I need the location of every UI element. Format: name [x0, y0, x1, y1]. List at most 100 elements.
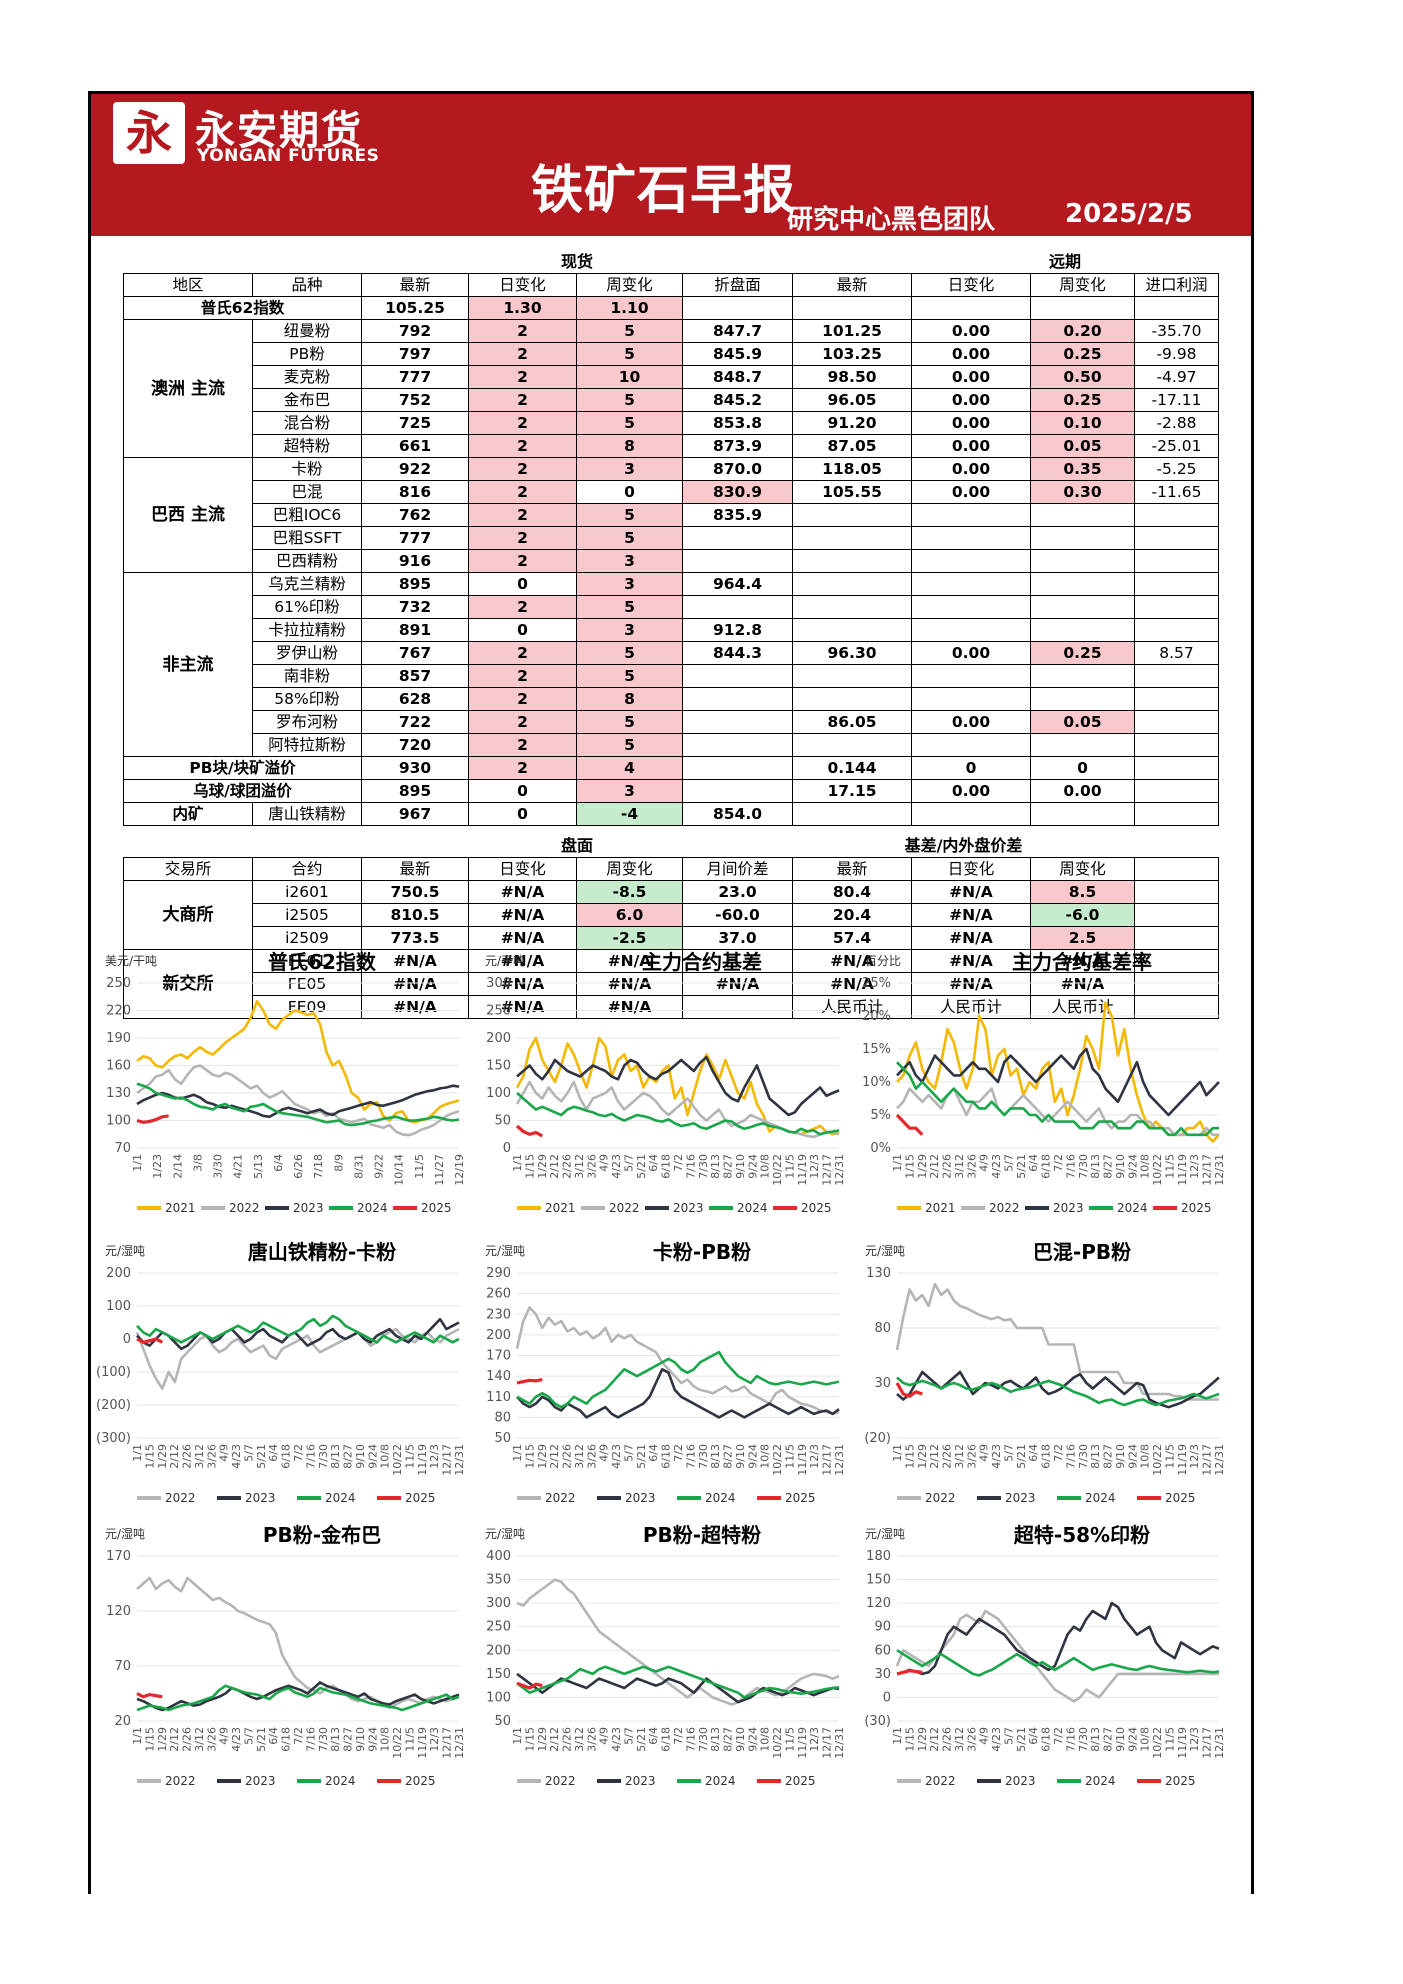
ore-name: 罗布河粉 — [252, 710, 362, 734]
x-tick-label: 12/17 — [821, 1727, 834, 1759]
x-tick-label: 10/14 — [393, 1154, 406, 1186]
ore-row: 58%印粉 628 2 8 — [124, 687, 1219, 711]
chart: PB粉-超特粉 元/湿吨 400 350 300 250 200 150 100 50 1/1 1/1… — [477, 1516, 857, 1805]
forward-week-change — [1030, 687, 1135, 711]
table-cell: 3 — [576, 779, 683, 803]
legend-label: 2022 — [925, 1491, 956, 1505]
series-line-2025 — [516, 1378, 543, 1385]
series-line-2022 — [135, 1327, 460, 1390]
table-cell: 2.5 — [1030, 926, 1135, 950]
forward-week-change: 0.20 — [1030, 319, 1135, 343]
section-title-basis: 基差/内外盘价差 — [904, 836, 1023, 855]
column-header: 周变化 — [576, 857, 683, 881]
x-tick-label: 5/21 — [255, 1727, 268, 1752]
domestic-row: 内矿 唐山铁精粉 967 0 -4 854.0 — [123, 802, 1219, 826]
spot-week-change: 5 — [576, 595, 683, 619]
x-tick-label: 1/1 — [131, 1727, 144, 1745]
ore-name: 卡拉拉精粉 — [252, 618, 362, 642]
x-tick-label: 12/31 — [453, 1444, 466, 1476]
contract-row: FE05 #N/A #N/A #N/A #N/A #N/A #N/A #N/A — [124, 972, 1219, 996]
table-cell — [792, 296, 912, 320]
x-tick-label: 2/26 — [181, 1727, 194, 1752]
forward-day-change — [911, 572, 1031, 596]
x-tick-label: 3/26 — [585, 1154, 598, 1179]
import-profit: -4.97 — [1134, 365, 1219, 389]
ore-name: 巴粗IOC6 — [252, 503, 362, 527]
x-tick-label: 1/29 — [916, 1727, 929, 1752]
table-cell — [1134, 756, 1219, 780]
legend-label: 2023 — [293, 1201, 324, 1215]
table-cell: #N/A — [576, 995, 683, 1019]
x-tick-label: 2/12 — [548, 1154, 561, 1179]
x-tick-label: 6/4 — [647, 1444, 660, 1462]
y-axis-unit: 元/湿吨 — [485, 1243, 525, 1258]
spot-latest: 857 — [361, 664, 469, 688]
legend-label: 2022 — [925, 1774, 956, 1788]
x-tick-label: 3/26 — [965, 1727, 978, 1752]
ore-row: 阿特拉斯粉 720 2 5 — [124, 733, 1219, 757]
column-header-row: 交易所 合约 最新 日变化 周变化 月间价差 最新 日变化 周变化 — [123, 857, 1219, 881]
y-axis-unit: 百分比 — [865, 954, 901, 968]
forward-latest — [792, 503, 912, 527]
fold-futures — [682, 664, 793, 688]
series-line-2021 — [515, 1036, 840, 1136]
forward-week-change: 0.35 — [1030, 457, 1135, 481]
import-profit — [1134, 733, 1219, 757]
spot-week-change: 3 — [576, 457, 683, 481]
forward-latest: 96.05 — [792, 388, 912, 412]
x-tick-label: 5/7 — [622, 1444, 635, 1462]
x-tick-label: 2/12 — [928, 1154, 941, 1179]
table-cell: 930 — [361, 756, 469, 780]
x-tick-label: 3/12 — [193, 1727, 206, 1752]
legend-label: 2021 — [165, 1201, 196, 1215]
spot-latest: 628 — [361, 687, 469, 711]
y-tick-label: 100 — [486, 1690, 511, 1705]
y-tick-label: 170 — [106, 1549, 131, 1564]
x-tick-label: 6/4 — [647, 1727, 660, 1745]
spot-day-change: 2 — [468, 342, 577, 366]
chart: 超特-58%印粉 元/湿吨 180 150 120 90 60 30 0 (30) 1/1 1/15 1… — [857, 1516, 1237, 1805]
x-tick-label: 2/12 — [548, 1444, 561, 1469]
import-profit — [1134, 549, 1219, 573]
legend-label: 2022 — [609, 1201, 640, 1215]
x-tick-label: 9/10 — [1114, 1444, 1127, 1469]
forward-latest — [792, 595, 912, 619]
ore-row: 非主流 乌克兰精粉 895 0 3 964.4 — [123, 572, 1219, 757]
x-tick-label: 9/22 — [373, 1154, 386, 1179]
spot-day-change: 2 — [468, 526, 577, 550]
series-line-2025 — [516, 1681, 543, 1690]
x-tick-label: 12/3 — [808, 1444, 821, 1469]
forward-latest — [792, 549, 912, 573]
table-cell: 0 — [468, 802, 577, 826]
spot-week-change: 5 — [576, 503, 683, 527]
x-tick-label: 11/5 — [413, 1154, 426, 1179]
x-tick-label: 4/9 — [978, 1154, 991, 1172]
forward-day-change: 0.00 — [911, 641, 1031, 665]
x-tick-label: 4/9 — [218, 1727, 231, 1745]
y-tick-label: 200 — [106, 1266, 131, 1281]
series-line-2022 — [895, 1609, 1219, 1703]
table-cell: 0 — [468, 779, 577, 803]
x-tick-label: 4/9 — [978, 1444, 991, 1462]
y-tick-label: 100 — [106, 1299, 131, 1314]
fold-futures: 912.8 — [682, 618, 793, 642]
legend-label: 2023 — [1053, 1201, 1084, 1215]
y-tick-label: (20) — [864, 1431, 891, 1446]
legend-label: 2024 — [705, 1491, 736, 1505]
x-tick-label: 5/21 — [635, 1444, 648, 1469]
column-header: 品种 — [252, 273, 362, 297]
series-line-2023 — [136, 1317, 460, 1351]
x-tick-label: 4/9 — [598, 1727, 611, 1745]
x-tick-label: 12/31 — [833, 1154, 846, 1186]
chart-title: 主力合约基差 — [642, 950, 762, 974]
fold-futures: 847.7 — [682, 319, 793, 343]
x-tick-label: 3/12 — [953, 1154, 966, 1179]
y-tick-label: 230 — [486, 1307, 511, 1322]
column-header: 日变化 — [911, 273, 1031, 297]
table-cell: 967 — [361, 802, 469, 826]
y-tick-label: 190 — [106, 1031, 131, 1046]
forward-latest: 91.20 — [792, 411, 912, 435]
column-header: 最新 — [792, 857, 912, 881]
import-profit: -17.11 — [1134, 388, 1219, 412]
